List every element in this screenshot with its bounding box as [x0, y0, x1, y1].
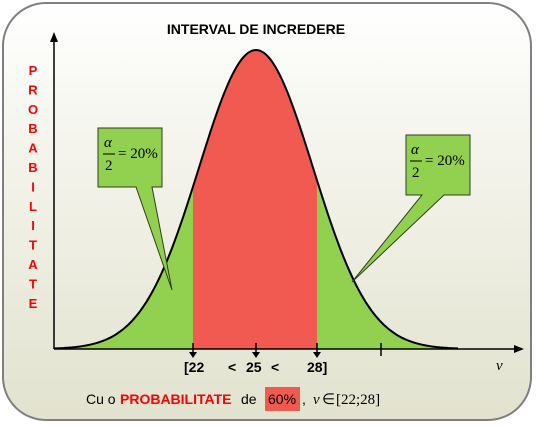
tick-arrow-upper-icon [313, 352, 321, 358]
y-axis-label-letter: L [29, 199, 37, 214]
normal-curve [54, 48, 458, 350]
y-axis-label-letter: I [31, 218, 35, 233]
y-axis-label-letter: A [28, 141, 38, 156]
confidence-region [193, 50, 317, 349]
y-axis-arrow-icon [50, 32, 58, 42]
caption-comma: , [302, 391, 306, 407]
tick-arrow-lower-icon [189, 352, 197, 358]
left-callout-alpha: α [104, 135, 113, 151]
tick-label-center: 25 [246, 359, 262, 375]
left-tail-region [54, 186, 193, 349]
caption-in-symbol: ∈ [322, 392, 335, 408]
diagram-title: INTERVAL DE INCREDERE [167, 21, 345, 37]
tick-label-lt-2: < [271, 359, 279, 375]
x-axis-variable: v [496, 358, 503, 374]
right-callout-alpha: α [411, 142, 420, 158]
left-callout-denominator: 2 [105, 158, 113, 174]
y-axis-label-letter: I [31, 179, 35, 194]
y-axis-label-letter: T [29, 276, 37, 291]
y-axis-label-letter: O [28, 102, 38, 117]
y-axis-label-letter: R [28, 82, 38, 97]
y-axis-label-letter: A [28, 257, 38, 272]
right-tail-region [317, 180, 458, 349]
y-axis-label-letter: B [28, 160, 37, 175]
tick-label-upper: 28] [307, 359, 327, 375]
caption-prefix: Cu o [86, 391, 116, 407]
tick-arrow-center-icon [252, 352, 260, 358]
tick-label-lower: [22 [184, 359, 204, 375]
y-axis-label-letter: T [29, 238, 37, 253]
caption-interval: [22;28] [336, 392, 380, 408]
right-callout-denominator: 2 [412, 165, 420, 181]
caption-percent-highlight [265, 387, 300, 411]
right-callout-value: = 20% [425, 153, 465, 169]
caption-middle: de [241, 391, 257, 407]
left-callout-value: = 20% [118, 146, 158, 162]
caption-percent: 60% [268, 391, 296, 407]
y-axis-label: PROBABILITATE [28, 63, 38, 311]
caption-keyword: PROBABILITATE [120, 391, 231, 407]
right-callout-box [351, 134, 471, 283]
x-axis-arrow-icon [514, 345, 524, 353]
y-axis-label-letter: E [29, 296, 38, 311]
caption-variable: v [313, 392, 320, 408]
y-axis-label-letter: B [28, 121, 37, 136]
y-axis-label-letter: P [29, 63, 38, 78]
left-callout-box [97, 127, 173, 291]
tick-label-lt-1: < [228, 359, 236, 375]
